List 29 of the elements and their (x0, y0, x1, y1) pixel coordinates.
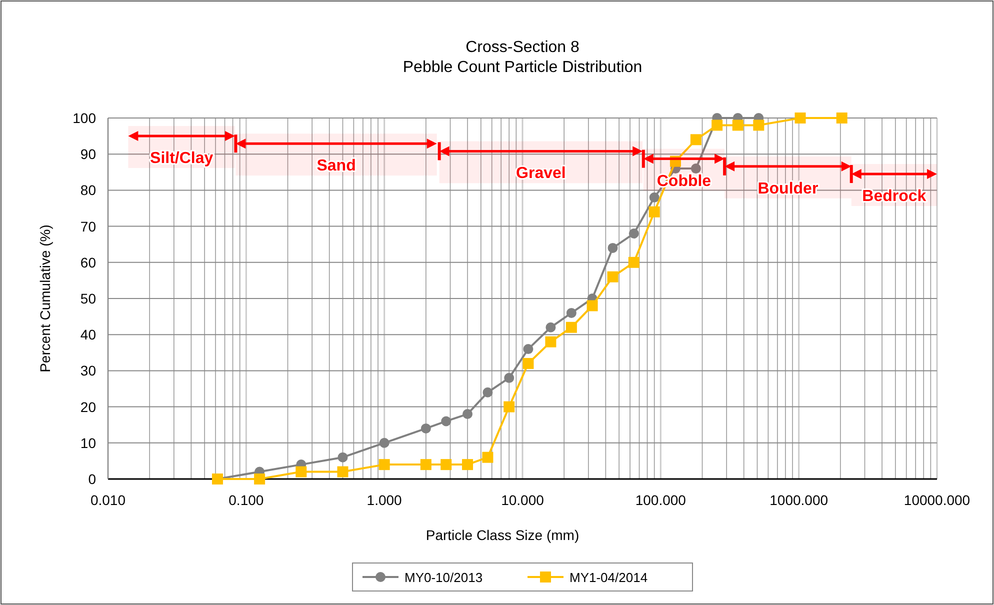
x-tick-label: 1.000 (366, 492, 402, 508)
chart-title: Cross-Section 8 (466, 39, 580, 56)
x-tick-label: 10000.000 (904, 492, 970, 508)
band-label: Bedrock (862, 188, 926, 205)
y-tick-label: 40 (80, 326, 96, 343)
y-tick-label: 90 (80, 146, 96, 162)
y-tick-label: 70 (80, 218, 96, 234)
x-tick-label: 0.100 (228, 492, 264, 508)
chart-subtitle: Pebble Count Particle Distribution (402, 59, 642, 76)
y-tick-label: 30 (80, 362, 96, 379)
band-label: Sand (316, 158, 356, 175)
legend-label: MY1-04/2014 (570, 570, 648, 585)
y-tick-label: 50 (80, 290, 96, 306)
x-tick-label: 1000.000 (770, 492, 828, 508)
legend-label: MY0-10/2013 (404, 570, 483, 585)
x-axis-title: Particle Class Size (mm) (426, 527, 580, 543)
y-tick-label: 20 (80, 398, 96, 415)
y-tick-label: 80 (80, 182, 96, 198)
y-axis-title: Percent Cumulative (%) (37, 224, 53, 372)
y-tick-label: 60 (80, 254, 96, 270)
y-tick-label: 0 (88, 471, 96, 487)
x-tick-label: 0.010 (90, 492, 126, 508)
band-label: Silt/Clay (150, 150, 214, 167)
y-tick-label: 100 (72, 110, 96, 126)
band-label: Boulder (758, 180, 818, 198)
x-tick-label: 10.000 (501, 492, 544, 508)
band-label: Gravel (516, 165, 566, 182)
y-tick-label: 10 (80, 434, 96, 451)
x-tick-label: 100.000 (635, 492, 686, 508)
